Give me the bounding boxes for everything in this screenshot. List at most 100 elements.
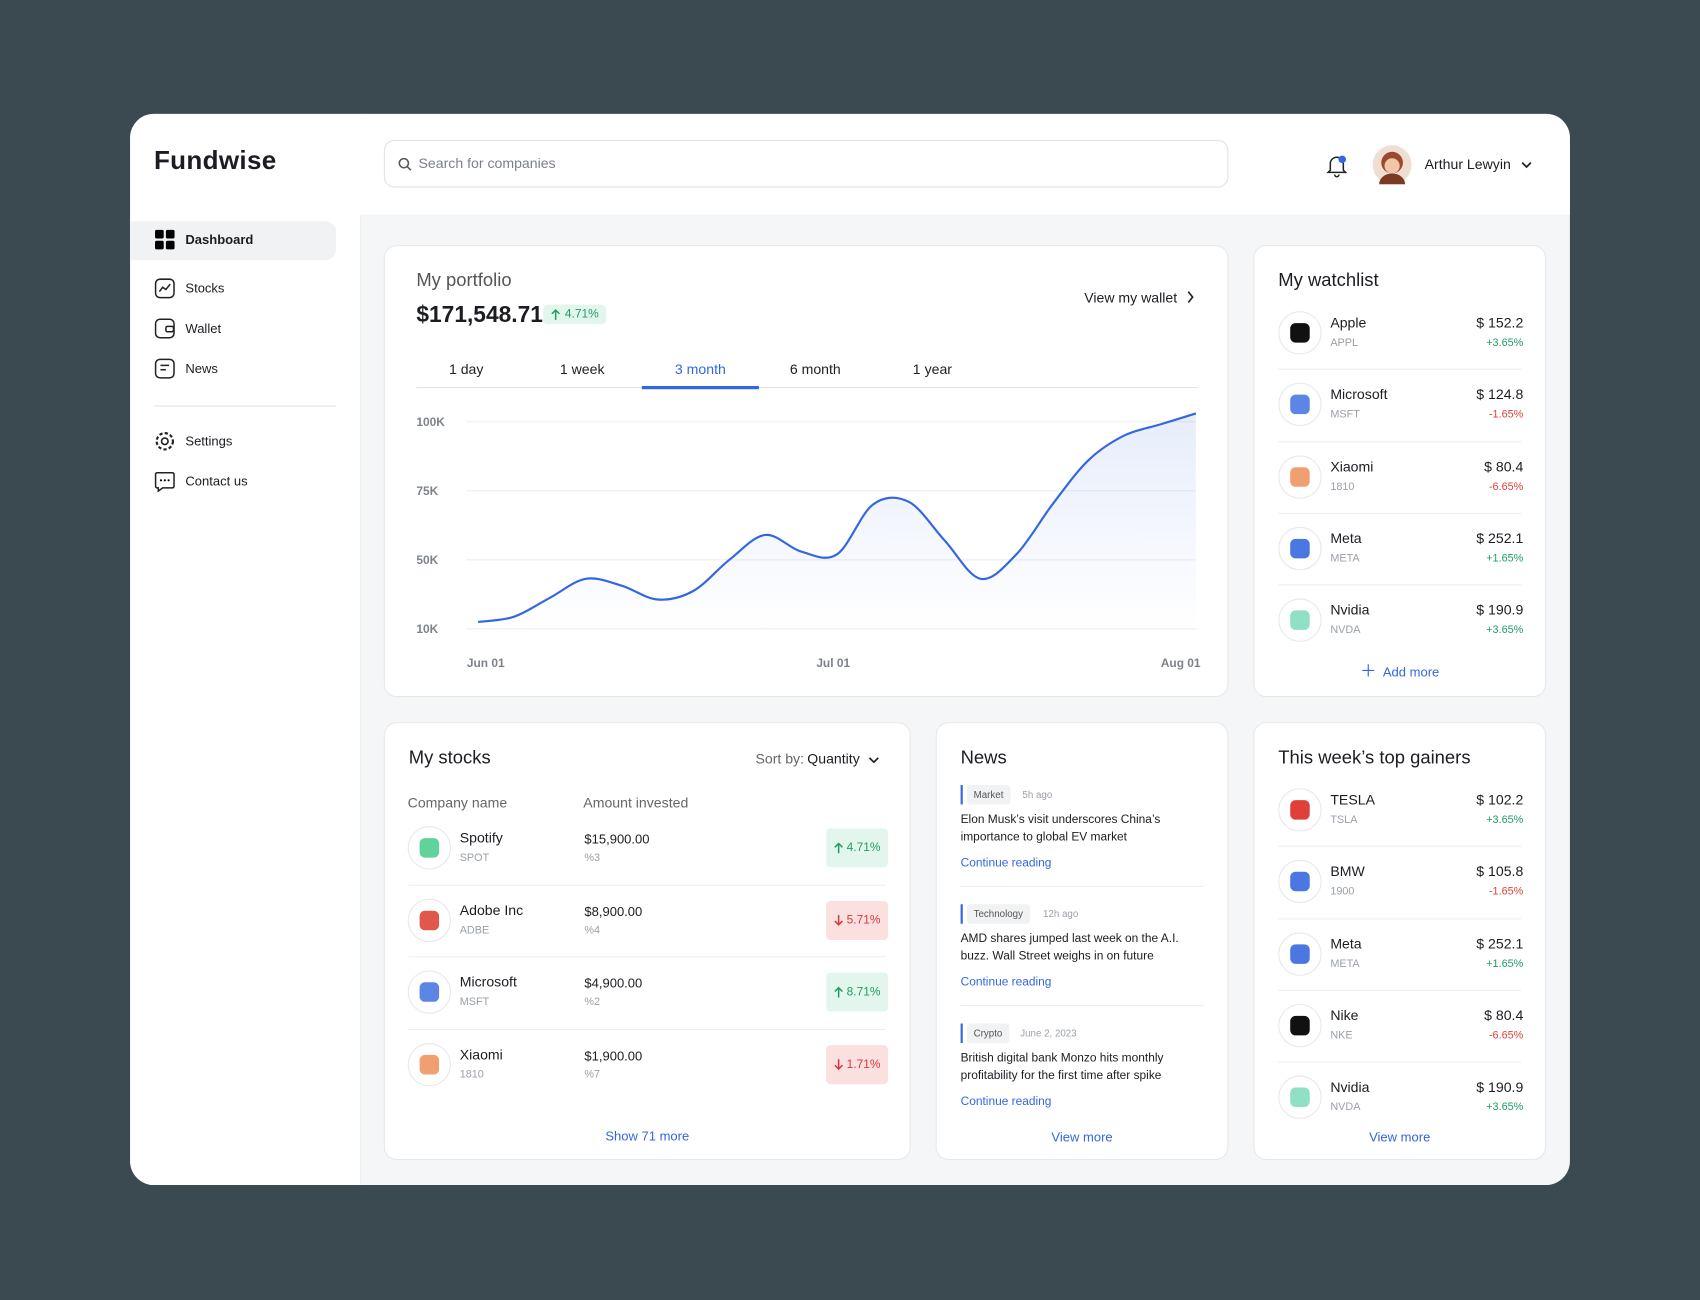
column-header: Amount invested bbox=[583, 794, 689, 811]
row-divider bbox=[1278, 512, 1522, 514]
nav-item[interactable]: Wallet bbox=[185, 320, 222, 337]
portfolio-total: $171,548.71 bbox=[416, 302, 543, 328]
footer-text: View more bbox=[1369, 1129, 1431, 1145]
amount: $1,900.00 bbox=[584, 1047, 643, 1064]
company-name: Meta bbox=[1330, 530, 1362, 547]
tab-underline bbox=[641, 385, 759, 390]
range-tab[interactable]: 6 month bbox=[789, 361, 841, 378]
logo-mark bbox=[1290, 394, 1310, 415]
change-badge: 5.71% bbox=[826, 900, 888, 940]
ticker: ADBE bbox=[459, 924, 490, 937]
ticker: 1900 bbox=[1330, 886, 1355, 899]
row-divider bbox=[1278, 1061, 1522, 1063]
wallet-link[interactable]: View my wallet bbox=[1084, 289, 1178, 306]
ticker: TSLA bbox=[1330, 814, 1358, 827]
company-name: Adobe Inc bbox=[459, 901, 524, 918]
nav-item[interactable]: Settings bbox=[185, 433, 233, 449]
change: -1.65% bbox=[1488, 409, 1524, 421]
gainers-card: This week’s top gainers TESLA TSLA $ 102.2 +… bbox=[1253, 722, 1547, 1161]
range-tab[interactable]: 1 day bbox=[448, 361, 484, 378]
down-arrow bbox=[834, 1059, 843, 1071]
y-tick-label: 50K bbox=[416, 553, 438, 567]
logo-mark bbox=[1290, 466, 1310, 487]
sort[interactable]: Sort by: Quantity bbox=[755, 750, 859, 766]
news-time: 5h ago bbox=[1022, 789, 1053, 801]
share: %4 bbox=[584, 924, 601, 937]
amount: $8,900.00 bbox=[584, 903, 643, 919]
nav-icon bbox=[155, 432, 175, 451]
change: 8.71% bbox=[846, 985, 881, 999]
row-divider bbox=[408, 1028, 886, 1030]
price: $ 105.8 bbox=[1476, 863, 1524, 880]
portfolio-chart: 10K 50K 75K 100K Jun 01 Jul 01 Aug 01 bbox=[416, 412, 1201, 670]
tag-bar bbox=[960, 784, 963, 805]
company-logo bbox=[407, 826, 452, 870]
nav-icon bbox=[155, 229, 175, 250]
top-bar: Search for companies Arthur Lewyin bbox=[359, 113, 1570, 215]
card-title: My stocks bbox=[408, 747, 491, 768]
logo-mark bbox=[1290, 800, 1310, 820]
logo-mark bbox=[419, 910, 440, 930]
footer-link[interactable]: Show 71 more bbox=[605, 1128, 690, 1144]
footer-link[interactable]: View more bbox=[1051, 1129, 1113, 1145]
company-name: Xiaomi bbox=[1330, 458, 1374, 475]
news-time: June 2, 2023 bbox=[1020, 1027, 1077, 1039]
watchlist-card: My watchlist Apple APPL $ 152.2 +3.65% Micros… bbox=[1253, 245, 1547, 698]
company-logo bbox=[1278, 526, 1322, 571]
avatar[interactable] bbox=[1372, 145, 1412, 185]
continue-link[interactable]: Continue reading bbox=[960, 856, 1052, 870]
nav-item[interactable]: Stocks bbox=[185, 280, 225, 296]
row-divider bbox=[1278, 368, 1522, 371]
footer-link[interactable]: ＋ Add more bbox=[1254, 659, 1545, 682]
company-name: TESLA bbox=[1330, 791, 1375, 808]
company-name: Nike bbox=[1330, 1007, 1359, 1024]
nav-item[interactable]: Contact us bbox=[185, 473, 248, 489]
logo-mark bbox=[1290, 872, 1310, 892]
user-name[interactable]: Arthur Lewyin bbox=[1424, 156, 1511, 173]
ticker: NKE bbox=[1330, 1029, 1353, 1042]
company-name: Microsoft bbox=[459, 973, 517, 990]
search-box[interactable]: Search for companies bbox=[383, 139, 1229, 188]
price: $ 80.4 bbox=[1484, 458, 1524, 475]
footer-link[interactable]: View more bbox=[1254, 1130, 1545, 1145]
row-divider bbox=[1278, 584, 1522, 586]
user-caret[interactable] bbox=[1520, 160, 1533, 169]
news-tag: Technology bbox=[967, 904, 1030, 924]
company-logo bbox=[1278, 931, 1322, 976]
continue-link[interactable]: Continue reading bbox=[960, 975, 1052, 989]
range-tab[interactable]: 3 month bbox=[674, 361, 726, 378]
tabs-baseline bbox=[416, 387, 1199, 389]
nav-item[interactable]: Dashboard bbox=[185, 232, 254, 248]
bell-icon[interactable] bbox=[1325, 153, 1349, 179]
brand: Fundwise bbox=[153, 146, 277, 176]
company-name: BMW bbox=[1330, 863, 1365, 880]
price: $ 190.9 bbox=[1476, 601, 1524, 619]
news-time: 12h ago bbox=[1043, 908, 1079, 920]
change: 4.71% bbox=[846, 841, 881, 855]
change: +3.65% bbox=[1486, 624, 1524, 637]
change-badge: 4.71% bbox=[826, 828, 888, 868]
news-tag: Crypto bbox=[967, 1023, 1009, 1044]
continue-link[interactable]: Continue reading bbox=[960, 1095, 1052, 1109]
company-name: Nvidia bbox=[1330, 601, 1370, 619]
x-tick-label: Jul 01 bbox=[816, 656, 850, 670]
ticker: META bbox=[1330, 552, 1360, 565]
range-tab[interactable]: 1 year bbox=[912, 361, 952, 378]
range-tab[interactable]: 1 week bbox=[559, 361, 605, 378]
nav-icon bbox=[154, 278, 175, 299]
nav-item[interactable]: News bbox=[185, 361, 218, 377]
card-title: This week’s top gainers bbox=[1278, 747, 1471, 768]
company-logo bbox=[1278, 860, 1322, 904]
logo-mark bbox=[419, 838, 440, 858]
portfolio-title: My portfolio bbox=[416, 269, 512, 291]
row-divider bbox=[408, 956, 886, 958]
company-logo bbox=[1278, 1075, 1322, 1120]
x-tick-label: Jun 01 bbox=[467, 656, 505, 670]
up-arrow bbox=[834, 841, 843, 853]
ticker: META bbox=[1330, 957, 1360, 970]
line bbox=[477, 412, 1197, 624]
change: -6.65% bbox=[1488, 1029, 1524, 1042]
share: %3 bbox=[584, 852, 601, 865]
logo-mark bbox=[1290, 610, 1310, 631]
row-divider bbox=[1278, 917, 1522, 919]
